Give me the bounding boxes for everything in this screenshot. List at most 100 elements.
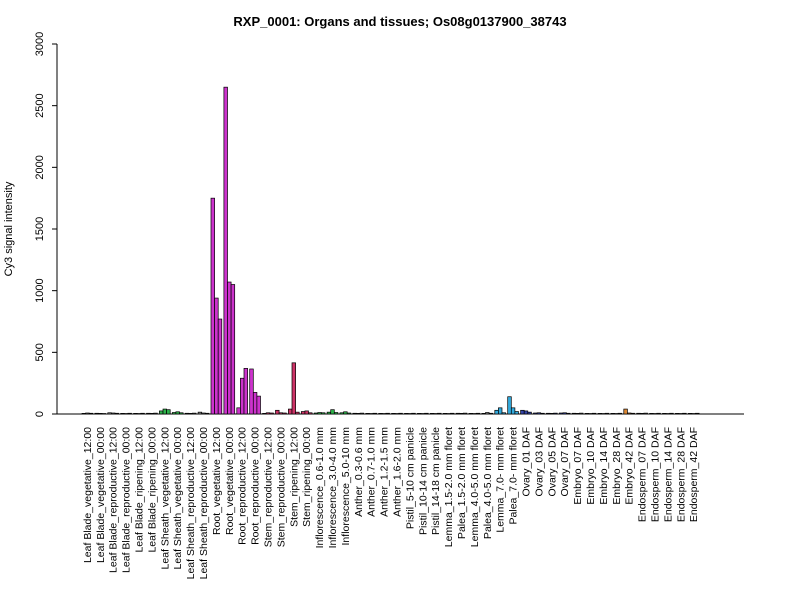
x-tick-label: Root_reproductive_00:00 [250, 427, 262, 545]
bar [210, 197, 215, 415]
bar [179, 412, 184, 415]
x-tick-label: Endosperm_42 DAF [688, 427, 700, 522]
bar [455, 412, 461, 415]
bar [308, 412, 313, 415]
bar [533, 412, 538, 415]
x-tick-label: Anther_1.2-1.5 mm [379, 427, 391, 517]
bar [133, 413, 138, 415]
bar [656, 412, 661, 415]
bar [424, 412, 429, 415]
bar [584, 413, 590, 415]
bar [346, 412, 352, 415]
bars [81, 86, 700, 415]
bar [197, 411, 203, 415]
bar [304, 410, 309, 415]
bar [265, 412, 271, 415]
bar [352, 412, 357, 415]
bar [114, 412, 119, 415]
x-tick-label: Stem_ripening_00:00 [301, 427, 313, 527]
x-tick-label: Leaf Blade_vegetative_12:00 [82, 427, 94, 563]
bar [391, 413, 396, 415]
bar [398, 412, 403, 415]
x-tick-label: Pistil_14-18 cm panicle [430, 427, 442, 535]
bar [498, 407, 503, 415]
bar [300, 411, 306, 415]
bar [579, 412, 584, 415]
bar [488, 412, 494, 415]
bar [372, 412, 377, 415]
bar [162, 408, 167, 415]
bar [442, 413, 448, 415]
x-tick-label: Stem_reproductive_12:00 [263, 427, 275, 547]
x-tick-label: Leaf Sheath_vegetative_00:00 [172, 427, 184, 570]
x-tick-label: Anther_0.7-1.0 mm [366, 427, 378, 517]
bar [417, 413, 422, 415]
bar [275, 409, 280, 415]
x-tick-label: Lemma_1.5-2.0 mm floret [443, 427, 455, 547]
bar [81, 413, 86, 415]
y-tick-label: 1000 [34, 278, 46, 302]
bar [485, 412, 490, 415]
bar [627, 412, 632, 415]
bar [610, 413, 615, 415]
x-tick-label: Stem_ripening_12:00 [288, 427, 300, 527]
bar [450, 412, 455, 415]
x-tick-label: Endosperm_10 DAF [650, 427, 662, 522]
bar [140, 412, 145, 415]
bar [120, 413, 125, 415]
bar [313, 412, 319, 415]
x-tick-labels: Leaf Blade_vegetative_12:00 Leaf Blade_ve… [82, 427, 700, 580]
x-tick-label: Endosperm_14 DAF [662, 427, 674, 522]
bar [575, 413, 580, 415]
bar [85, 412, 90, 415]
bar [240, 377, 245, 415]
bar [321, 412, 326, 415]
x-tick-label: Palea_7.0- mm floret [508, 427, 520, 525]
bar [643, 412, 648, 415]
bar [507, 396, 512, 415]
bar [343, 411, 348, 415]
y-tick-label: 1500 [34, 217, 46, 241]
bar [675, 413, 680, 415]
bar [527, 411, 532, 415]
bar [230, 284, 236, 415]
bar [98, 413, 103, 415]
bar [204, 412, 210, 415]
bar [623, 408, 628, 415]
x-tick-label: Embryo_07 DAF [572, 427, 584, 505]
bar [127, 412, 132, 415]
bar [437, 412, 442, 415]
bar [481, 413, 486, 415]
bar [523, 410, 529, 415]
bar [236, 407, 241, 415]
bar [227, 281, 232, 415]
x-tick-label: Embryo_10 DAF [585, 427, 597, 505]
bar [571, 412, 577, 415]
bar [269, 412, 274, 415]
bar [662, 413, 667, 415]
bar [604, 412, 610, 415]
bar [288, 408, 293, 415]
y-axis-label: Cy3 signal intensity [3, 181, 15, 276]
bar [249, 368, 254, 415]
x-tick-label: Anther_1.6-2.0 mm [392, 427, 404, 517]
x-tick-label: Leaf Blade_reproductive_12:00 [108, 427, 120, 573]
bar [243, 368, 248, 415]
bar [429, 413, 435, 415]
bar [256, 395, 261, 415]
bar [462, 412, 468, 415]
x-tick-label: Palea_1.5-2.0 mm floret [456, 427, 468, 539]
bar [333, 412, 339, 415]
bar [549, 413, 554, 415]
bar [553, 412, 558, 415]
bar [326, 411, 332, 415]
bar [501, 412, 506, 415]
bar [459, 413, 464, 415]
bar [201, 412, 206, 415]
y-tick-label: 0 [34, 411, 46, 417]
bar [184, 412, 190, 415]
bar [546, 412, 551, 415]
x-tick-label: Endosperm_28 DAF [675, 427, 687, 522]
bar [88, 412, 94, 415]
bar [217, 318, 223, 415]
